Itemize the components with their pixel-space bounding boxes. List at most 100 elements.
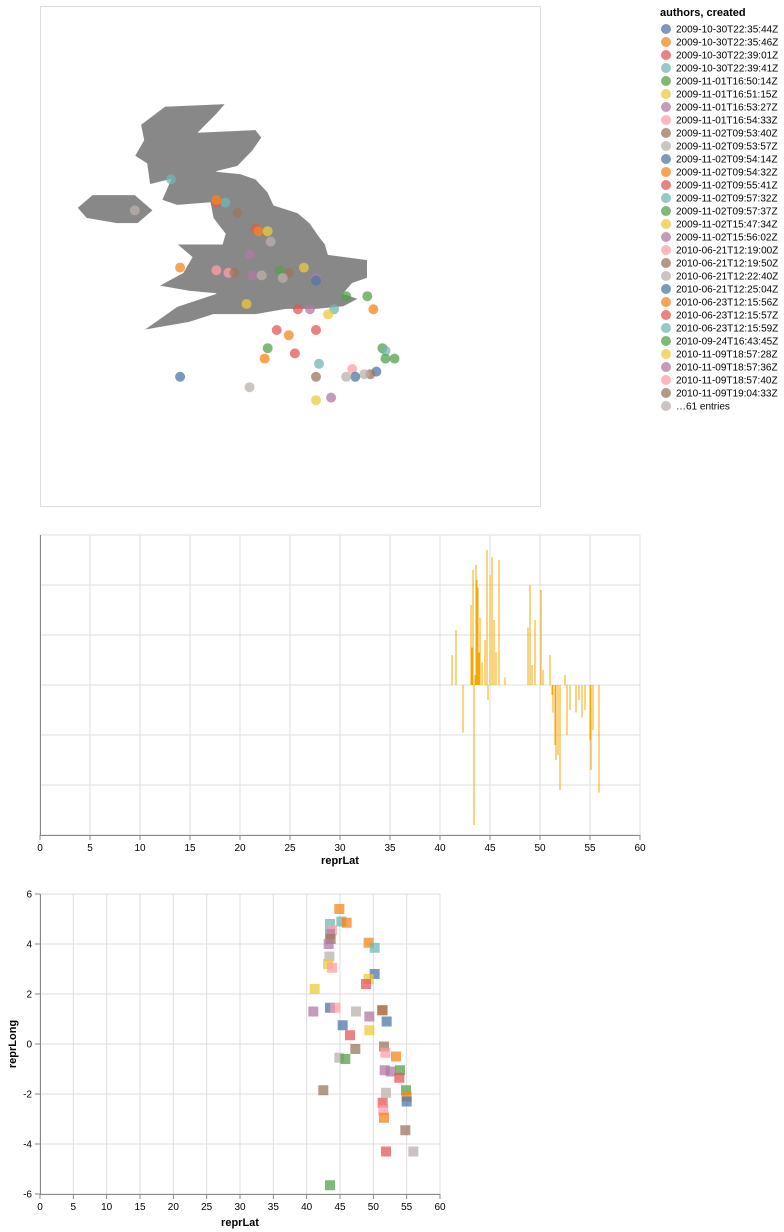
bar: [527, 627, 529, 685]
scatter-y-tick-label: 6: [26, 890, 32, 901]
bar: [504, 677, 506, 685]
legend-symbol: [661, 232, 671, 242]
scatter-x-tick-label: 50: [368, 1202, 380, 1213]
bar: [472, 570, 474, 685]
legend-symbol: [661, 310, 671, 320]
scatter-point: [309, 984, 320, 994]
scatter-x-tick-label: 35: [268, 1202, 280, 1213]
bar: [481, 662, 483, 685]
bar: [486, 550, 488, 685]
bar: [455, 630, 457, 685]
scatter-x-tick-label: 5: [71, 1202, 77, 1213]
scatter-point: [350, 1044, 361, 1054]
legend-symbol: [661, 258, 671, 268]
bar: [478, 652, 480, 685]
bar-x-tick-label: 0: [37, 843, 43, 854]
scatter-point: [361, 979, 371, 989]
map-point: [232, 208, 243, 218]
legend-symbol: [661, 401, 671, 411]
legend-symbol: [661, 128, 671, 138]
bar: [451, 655, 453, 685]
bar-x-tick-label: 40: [434, 843, 446, 854]
scatter-panel: 0 5 10 15 20 25 30 35 40 45 50 55 60 -6 -4 -2 0 2 4 6 reprL…: [7, 890, 446, 1230]
scatter-point: [377, 1097, 388, 1108]
legend-entry-label: 2009-11-02T09:53:57Z: [676, 142, 778, 153]
bar-x-tick-label: 60: [634, 843, 646, 854]
legend-entry-label: 2009-10-30T22:35:46Z: [676, 38, 778, 49]
scatter-point: [401, 1096, 412, 1107]
legend-entry-label: 2009-10-30T22:39:41Z: [676, 64, 778, 75]
map-point: [389, 353, 400, 364]
map-point: [341, 291, 352, 302]
map-point: [311, 325, 321, 335]
bar: [592, 685, 594, 730]
scatter-point: [325, 919, 335, 929]
scatter-y-axis-title: reprLong: [7, 1020, 19, 1068]
map-point: [283, 330, 294, 341]
legend-entry-label: 2009-11-02T09:57:37Z: [676, 207, 778, 218]
bar: [584, 685, 586, 710]
bar: [487, 685, 489, 700]
scatter-x-tick-label: 40: [301, 1202, 313, 1213]
legend-entry-label: 2010-11-09T18:57:36Z: [676, 363, 778, 374]
bar: [484, 640, 486, 685]
bar: [474, 675, 476, 685]
bar: [566, 685, 568, 735]
scatter-point: [323, 939, 334, 949]
map-point: [359, 369, 370, 380]
legend-symbol: [661, 245, 671, 255]
scatter-point: [308, 1006, 319, 1017]
legend-entry-label: 2009-11-02T09:54:32Z: [676, 168, 778, 179]
legend: authors, created 2009-10-30T22:35:44Z200…: [660, 7, 778, 413]
scatter-point: [325, 1180, 335, 1191]
bar-x-tick-label: 30: [334, 843, 346, 854]
bar: [473, 685, 475, 825]
bar-x-tick-label: 10: [134, 843, 146, 854]
scatter-point: [379, 1065, 390, 1076]
legend-symbol: [661, 271, 671, 281]
legend-symbol: [661, 206, 671, 216]
bar: [534, 620, 536, 685]
legend-symbol: [661, 167, 671, 177]
map-point: [368, 304, 379, 315]
map-point: [304, 304, 315, 315]
scatter-point: [364, 1025, 375, 1036]
legend-entry-label: 2009-11-01T16:50:14Z: [676, 77, 778, 88]
bar: [477, 587, 479, 685]
map-point: [274, 265, 285, 276]
map-point: [262, 343, 273, 354]
bar: [598, 685, 600, 793]
legend-symbol: [661, 362, 671, 372]
map-point: [211, 265, 222, 276]
bar: [542, 670, 544, 685]
legend-entry-label: 2009-10-30T22:35:44Z: [676, 25, 778, 36]
map-point: [175, 262, 186, 273]
scatter-point: [364, 1011, 375, 1022]
legend-symbol: [661, 50, 671, 60]
map-point: [292, 304, 303, 315]
legend-entry-label: 2009-11-02T09:57:32Z: [676, 194, 778, 205]
map-point: [362, 291, 373, 302]
bar-x-tick-label: 15: [184, 843, 196, 854]
bar: [555, 685, 557, 760]
legend-symbol: [661, 63, 671, 73]
scatter-point: [408, 1146, 419, 1157]
scatter-point: [401, 1085, 411, 1096]
legend-entry-label: 2010-06-23T12:15:57Z: [676, 311, 778, 322]
map-point: [211, 195, 222, 205]
scatter-point: [351, 1006, 361, 1017]
bar-x-axis: 0 5 10 15 20 25 30 35 40 45 50 55 60: [37, 535, 646, 854]
bar: [559, 685, 561, 790]
bar-x-tick-label: 5: [87, 843, 93, 854]
bar-x-tick-label: 25: [284, 843, 296, 854]
map-point: [244, 382, 255, 393]
bar: [471, 647, 473, 685]
legend-symbol: [661, 154, 671, 164]
bar: [529, 585, 531, 685]
map-point: [347, 364, 358, 374]
scatter-point: [378, 1105, 389, 1116]
legend-symbol: [661, 37, 671, 47]
bar: [495, 652, 497, 685]
scatter-x-tick-label: 0: [37, 1202, 43, 1213]
legend-symbol: [661, 193, 671, 203]
